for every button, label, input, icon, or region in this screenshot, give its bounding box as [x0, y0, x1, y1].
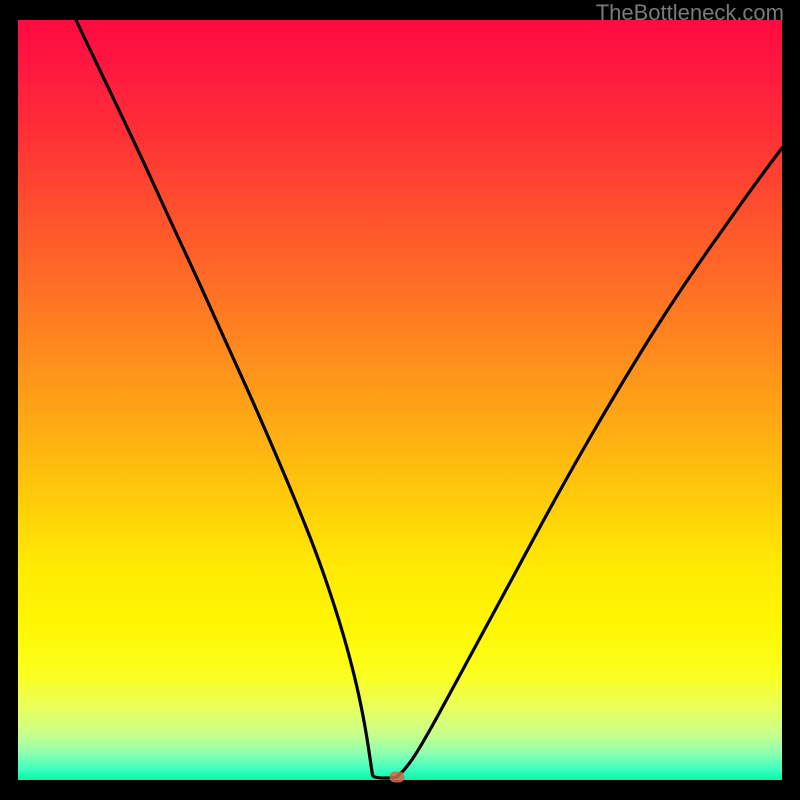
chart-container: TheBottleneck.com	[0, 0, 800, 800]
gradient-plot-area	[18, 20, 782, 780]
watermark-text: TheBottleneck.com	[596, 0, 784, 26]
